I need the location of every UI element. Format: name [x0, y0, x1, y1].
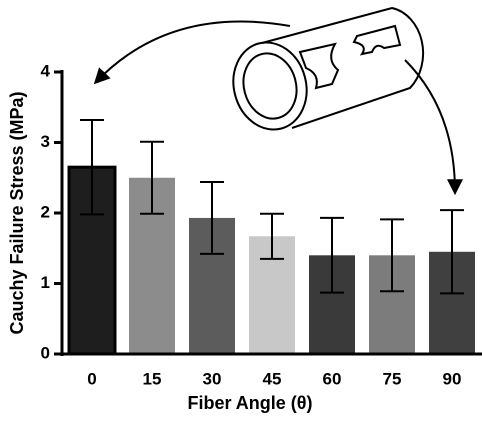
x-tick-label: 15	[143, 369, 162, 388]
tube-end	[224, 34, 316, 138]
y-axis-title: Cauchy Failure Stress (MPa)	[7, 91, 27, 334]
x-tick-label: 60	[323, 369, 342, 388]
y-tick-label: 3	[41, 132, 50, 151]
x-tick-label: 30	[203, 369, 222, 388]
x-tick-label: 45	[263, 369, 282, 388]
y-tick-label: 2	[41, 202, 50, 221]
sample-90	[354, 26, 400, 54]
x-tick-label: 0	[87, 369, 96, 388]
y-tick-label: 4	[41, 61, 51, 80]
y-tick-label: 1	[41, 273, 50, 292]
x-tick-label: 75	[383, 369, 402, 388]
x-axis-title: Fiber Angle (θ)	[187, 393, 312, 413]
y-tick-label: 0	[41, 343, 50, 362]
arrow	[96, 22, 290, 83]
chart: Fiber Angle (θ) Cauchy Failure Stress (M…	[0, 0, 482, 422]
tube-illustration	[96, 8, 455, 192]
x-tick-label: 90	[443, 369, 462, 388]
tube-bore	[236, 47, 303, 124]
arrow	[405, 60, 455, 192]
page: {"chart_data": {"type": "bar", "xlabel":…	[0, 0, 482, 422]
